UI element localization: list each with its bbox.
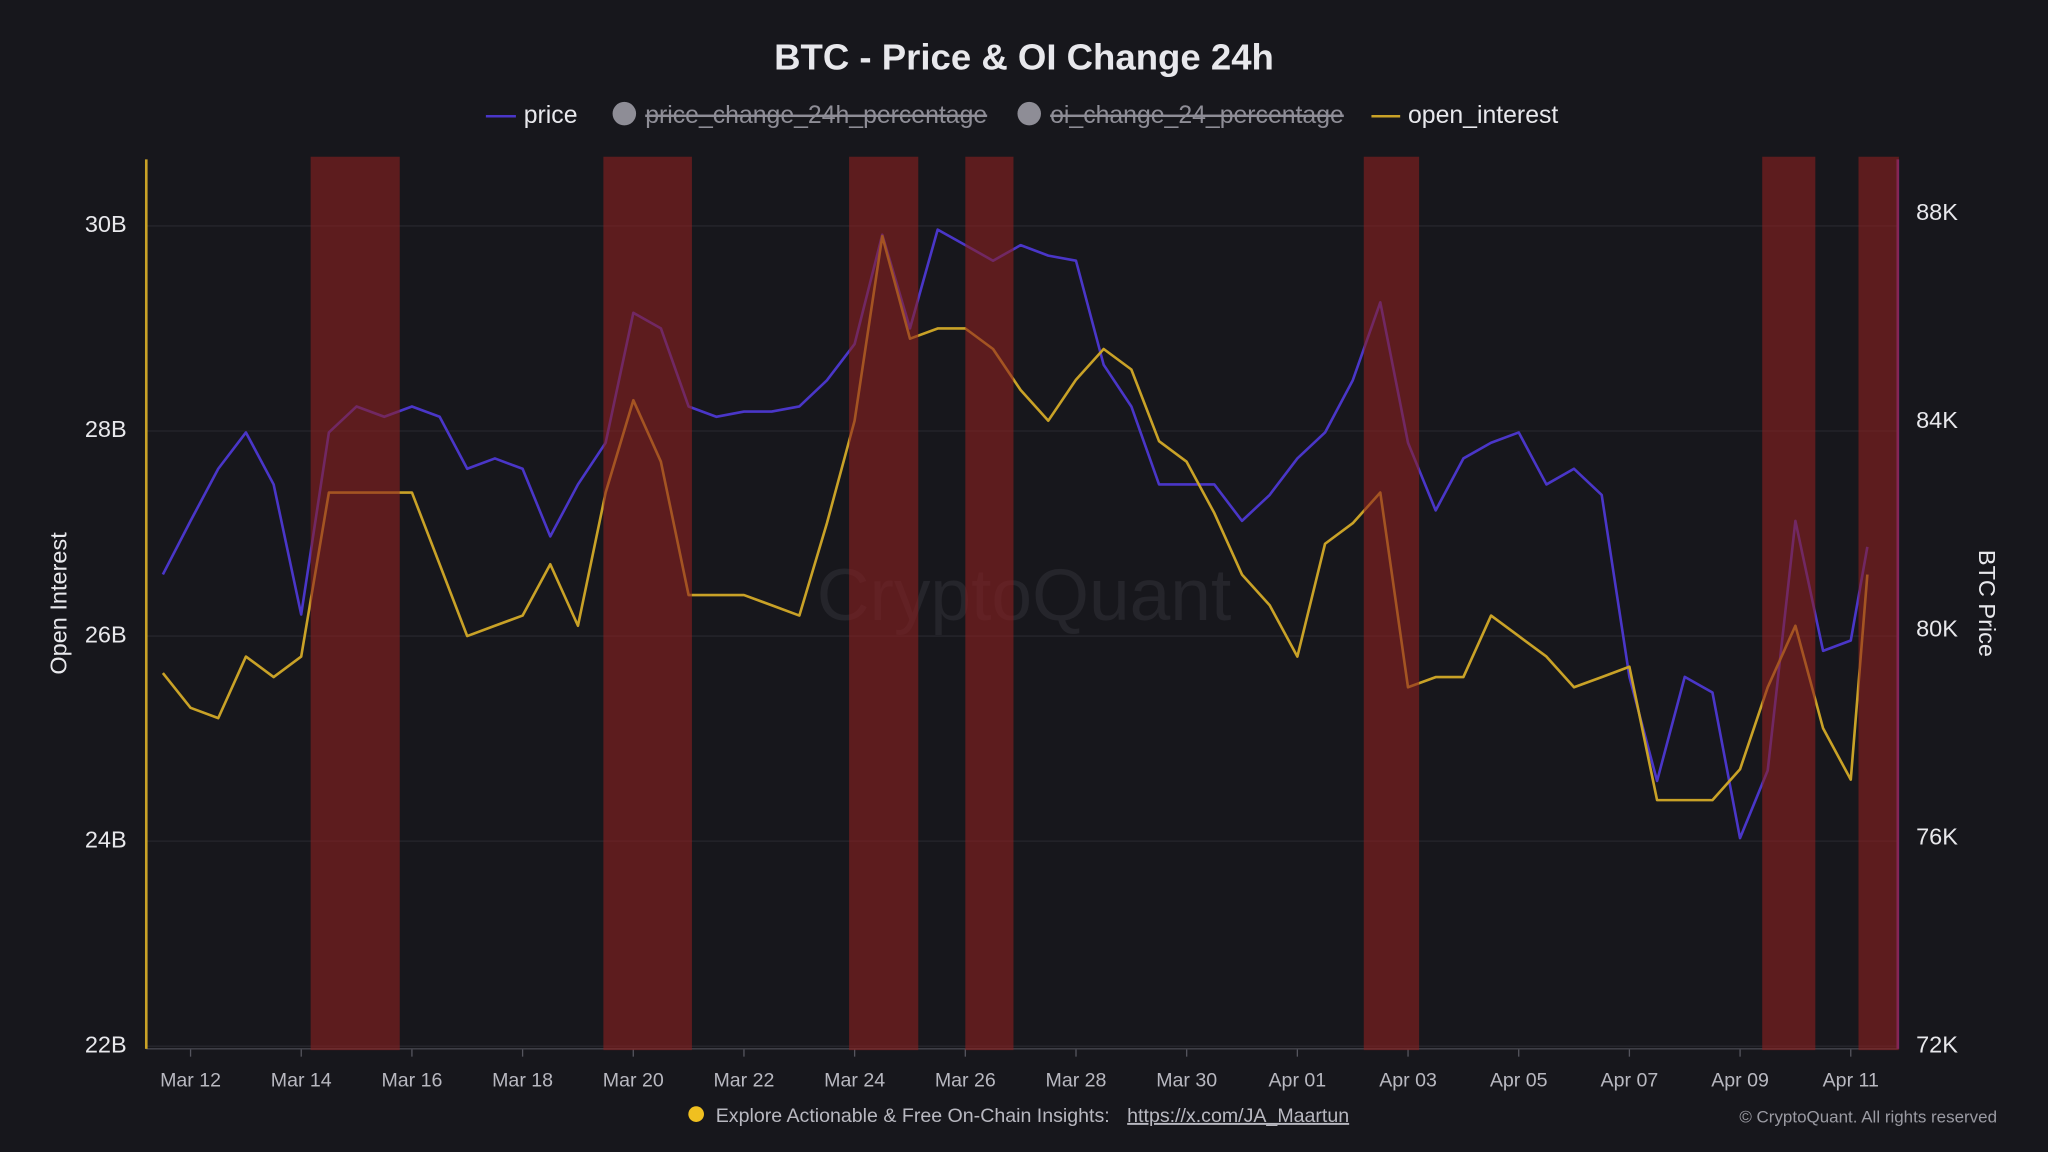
y2-axis-title: BTC Price (1974, 550, 2000, 657)
series-line (161, 228, 1869, 840)
bell-icon (688, 1106, 704, 1122)
y-tick-label: 26B (85, 621, 127, 647)
chart-title: BTC - Price & OI Change 24h (774, 37, 1274, 78)
highlight-range (1363, 156, 1420, 1051)
footer-text: Explore Actionable & Free On-Chain Insig… (716, 1105, 1110, 1127)
x-tick-label: Mar 28 (1046, 1070, 1107, 1092)
copyright: © CryptoQuant. All rights reserved (1739, 1108, 1997, 1127)
highlight-range (603, 156, 692, 1051)
x-tick-label: Apr 05 (1490, 1070, 1548, 1092)
x-tick-label: Mar 16 (381, 1070, 442, 1092)
highlight-range (310, 156, 400, 1051)
x-tick-label: Mar 30 (1156, 1070, 1217, 1092)
legend-label: open_interest (1408, 102, 1558, 129)
highlight-range (1858, 156, 1899, 1051)
legend-label: price_change_24h_percentage (645, 102, 987, 129)
x-tick-label: Mar 12 (160, 1070, 221, 1092)
legend-swatch (1017, 101, 1041, 126)
y-tick-label: 30B (85, 211, 127, 237)
legend-label: oi_change_24_percentage (1050, 102, 1344, 129)
y2-tick-label: 72K (1916, 1031, 1958, 1057)
x-tick-label: Apr 11 (1823, 1070, 1879, 1092)
x-tick-label: Apr 01 (1269, 1070, 1327, 1092)
y-axis-title: Open Interest (45, 532, 71, 675)
series-line (161, 234, 1869, 802)
x-tick-label: Mar 20 (603, 1070, 664, 1092)
legend-swatch (612, 101, 637, 126)
highlight-range (1762, 156, 1816, 1051)
y-tick-label: 24B (85, 826, 127, 852)
y2-tick-label: 76K (1916, 823, 1958, 849)
y-tick-label: 22B (85, 1031, 127, 1057)
x-tick-label: Mar 22 (713, 1070, 774, 1092)
footer-link[interactable]: https://x.com/JA_Maartun (1127, 1105, 1349, 1127)
x-tick-label: Apr 07 (1601, 1070, 1659, 1092)
x-tick-label: Apr 09 (1711, 1070, 1769, 1092)
legend-label: price (524, 102, 578, 129)
y2-tick-label: 80K (1916, 615, 1958, 641)
x-tick-label: Mar 26 (935, 1070, 996, 1092)
x-tick-label: Mar 14 (271, 1070, 332, 1092)
x-tick-label: Mar 18 (492, 1070, 553, 1092)
x-tick-label: Apr 03 (1379, 1070, 1437, 1092)
highlight-range (965, 156, 1014, 1051)
y-tick-label: 28B (85, 416, 127, 442)
x-tick-label: Mar 24 (824, 1070, 885, 1092)
y2-tick-label: 88K (1916, 199, 1958, 225)
y2-tick-label: 84K (1916, 407, 1958, 433)
highlight-range (849, 156, 919, 1051)
